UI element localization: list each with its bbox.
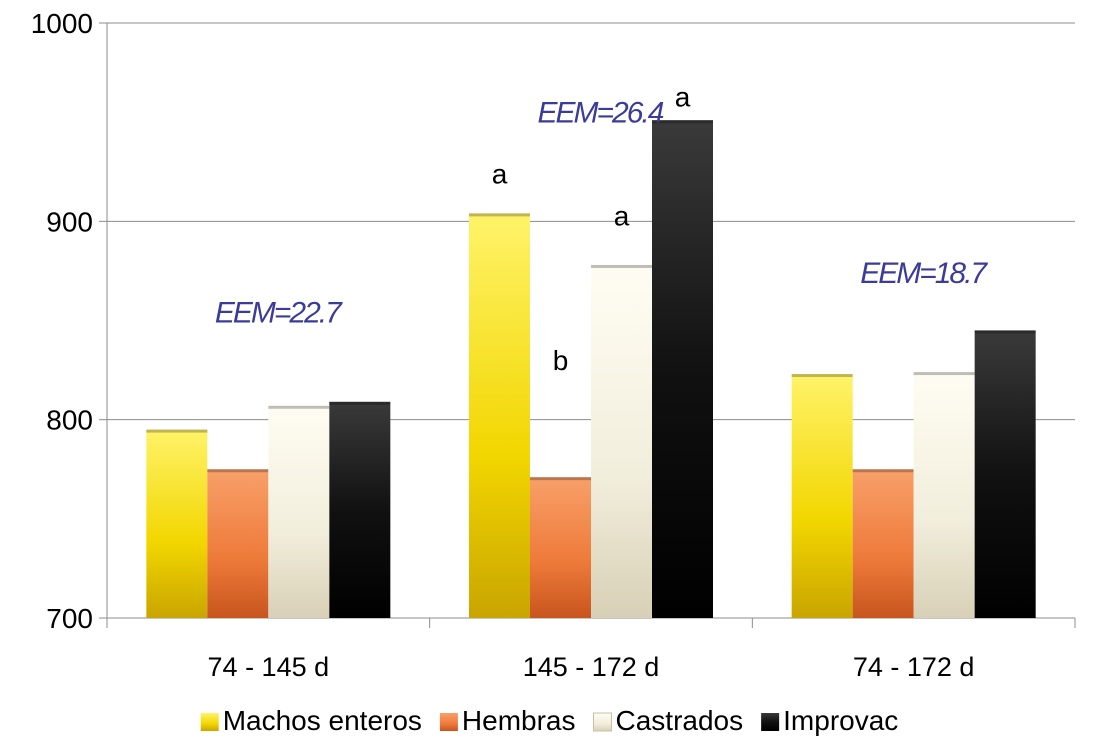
legend-swatch-3 bbox=[761, 713, 780, 731]
eem-label-2: EEM=18.7 bbox=[860, 257, 988, 290]
legend-label-0: Machos enteros bbox=[223, 705, 422, 736]
bar-cap-2-2 bbox=[913, 372, 975, 376]
bar-cap-0-0 bbox=[146, 429, 208, 433]
legend-swatch-1 bbox=[439, 713, 458, 731]
bar-cap-2-0 bbox=[268, 405, 330, 409]
bar-3-2 bbox=[974, 330, 1036, 618]
bar-2-2 bbox=[913, 372, 975, 618]
bar-2-1 bbox=[591, 264, 652, 618]
bars bbox=[146, 120, 1036, 618]
legend-label-3: Improvac bbox=[783, 705, 898, 736]
bar-cap-3-0 bbox=[329, 401, 391, 405]
bar-cap-3-1 bbox=[652, 120, 713, 124]
legend-swatch-2 bbox=[593, 712, 613, 732]
eem-label-0: EEM=22.7 bbox=[215, 297, 343, 330]
labels: 700 800 900 1000 74 - 145 d 145 - 172 d 74 - 1… bbox=[31, 8, 991, 682]
x-tick-label-2: 74 - 172 d bbox=[853, 652, 975, 682]
legend-swatch-0 bbox=[200, 713, 219, 731]
significance-label-6: a bbox=[675, 81, 691, 112]
bar-cap-0-1 bbox=[469, 213, 530, 217]
y-tick-label-800: 800 bbox=[46, 405, 93, 436]
bar-1-2 bbox=[852, 469, 914, 618]
bar-2-0 bbox=[268, 405, 330, 618]
significance-label-3: a bbox=[492, 159, 508, 190]
bar-0-2 bbox=[791, 374, 853, 618]
x-tick-label-1: 145 - 172 d bbox=[523, 652, 660, 682]
y-tick-label-900: 900 bbox=[46, 206, 93, 237]
bar-cap-2-1 bbox=[591, 264, 652, 268]
bar-cap-0-2 bbox=[791, 374, 853, 378]
bar-0-1 bbox=[469, 213, 530, 618]
significance-label-5: a bbox=[614, 200, 630, 231]
y-tick-label-1000: 1000 bbox=[31, 8, 93, 39]
bar-cap-1-2 bbox=[852, 469, 914, 473]
bar-0-0 bbox=[146, 429, 208, 618]
x-tick-label-0: 74 - 145 d bbox=[208, 652, 330, 682]
eem-label-1: EEM=26.4 bbox=[538, 96, 664, 129]
bar-3-1 bbox=[652, 120, 713, 618]
bar-1-0 bbox=[207, 469, 269, 618]
legend-label-2: Castrados bbox=[616, 705, 744, 736]
bar-cap-3-2 bbox=[974, 330, 1036, 334]
bar-cap-1-1 bbox=[530, 477, 591, 481]
bar-cap-1-0 bbox=[207, 469, 269, 473]
y-tick-label-700: 700 bbox=[46, 603, 93, 634]
significance-label-4: b bbox=[553, 345, 569, 376]
legend: Machos enteros Hembras Castrados Improvac bbox=[200, 705, 898, 736]
bar-3-0 bbox=[329, 401, 391, 618]
legend-label-1: Hembras bbox=[462, 705, 576, 736]
bar-1-1 bbox=[530, 477, 591, 618]
